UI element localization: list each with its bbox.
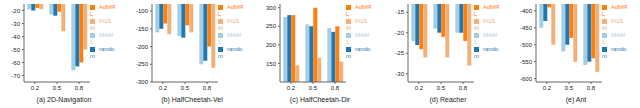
html-text:(a) 2D-Navigation: (a) 2D-Navigation [36,96,92,103]
svg-text:-200: -200 [136,44,149,50]
html-text:AdMRL: AdMRL [346,4,372,17]
html-text:random: random [602,46,627,59]
svg-text:-250: -250 [136,61,149,67]
html-text:AdMRL: AdMRL [602,4,628,17]
svg-text:-450: -450 [520,25,533,31]
html-text:MAML: MAML [474,32,497,45]
html-text:random: random [90,46,115,59]
svg-text:-20: -20 [11,8,20,14]
svg-text:0.8: 0.8 [459,85,468,91]
svg-text:-600: -600 [520,76,533,82]
svg-text:-30: -30 [395,71,404,77]
svg-text:150: 150 [266,61,277,67]
html-text:AdMRL: AdMRL [474,4,500,17]
html-text:FGSM: FGSM [602,18,624,31]
svg-text:-20: -20 [395,30,404,36]
html-text:MAML: MAML [90,32,113,45]
svg-text:0.5: 0.5 [565,85,574,91]
svg-text:-30: -30 [11,21,20,27]
html-text:MAML: MAML [346,32,369,45]
svg-text:250: 250 [266,23,277,29]
svg-text:300: 300 [266,5,277,11]
svg-text:0.5: 0.5 [181,85,190,91]
svg-text:-15: -15 [395,9,404,15]
svg-text:-500: -500 [520,42,533,48]
svg-text:-150: -150 [136,26,149,32]
svg-text:-400: -400 [520,8,533,14]
svg-text:0.8: 0.8 [331,85,340,91]
svg-text:0.8: 0.8 [75,85,84,91]
html-text:random: random [346,46,371,59]
html-text:AdMRL: AdMRL [90,4,116,17]
html-text:AdMRL: AdMRL [218,4,244,17]
html-text:(e) Ant: (e) Ant [565,96,587,103]
html-text:FGSM: FGSM [218,18,240,31]
html-text:FGSM: FGSM [474,18,496,31]
svg-text:0.2: 0.2 [543,85,552,91]
html-text:FGSM: FGSM [346,18,368,31]
svg-text:200: 200 [266,42,277,48]
html-text:(d) Reacher: (d) Reacher [429,96,467,103]
html-text:random: random [474,46,499,59]
svg-text:-100: -100 [136,8,149,14]
svg-text:-550: -550 [520,59,533,65]
svg-text:0.5: 0.5 [53,85,62,91]
svg-text:0.8: 0.8 [587,85,596,91]
svg-text:0.2: 0.2 [415,85,424,91]
svg-text:-50: -50 [11,47,20,53]
svg-text:0.5: 0.5 [437,85,446,91]
svg-text:-70: -70 [11,73,20,79]
svg-text:-40: -40 [11,34,20,40]
svg-text:0.2: 0.2 [159,85,168,91]
svg-text:0.5: 0.5 [309,85,318,91]
svg-text:0.8: 0.8 [203,85,212,91]
html-text:MAML: MAML [218,32,241,45]
svg-text:-300: -300 [136,79,149,85]
svg-text:0.2: 0.2 [31,85,40,91]
html-text:(b) HalfCheetah-Vel: (b) HalfCheetah-Vel [161,96,223,103]
html-text:FGSM: FGSM [90,18,112,31]
svg-text:-60: -60 [11,60,20,66]
html-text:(c) HalfCheetah-Dir: (c) HalfCheetah-Dir [289,96,351,103]
svg-text:0.2: 0.2 [287,85,296,91]
html-text:random: random [218,46,243,59]
svg-text:-25: -25 [395,50,404,56]
html-text:MAML: MAML [602,32,625,45]
